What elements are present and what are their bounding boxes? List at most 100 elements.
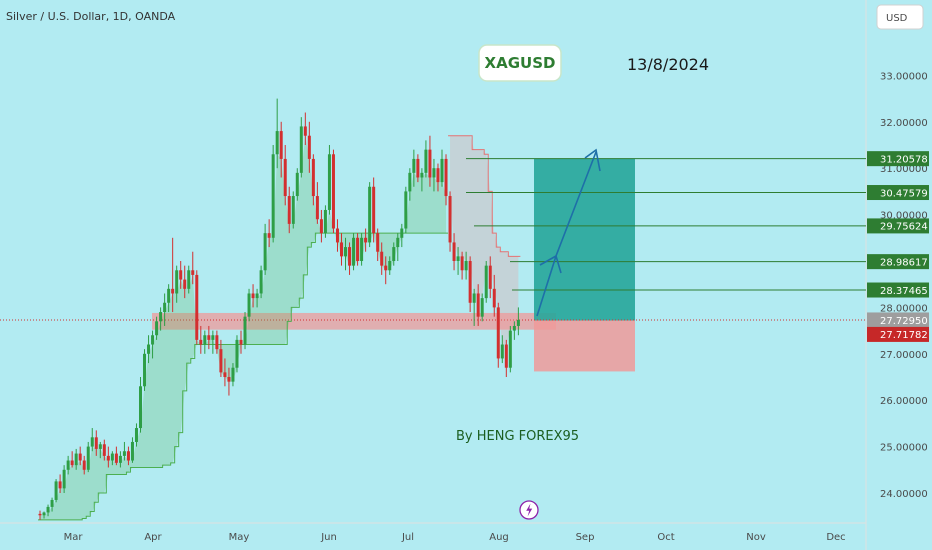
candle xyxy=(187,265,191,294)
candle xyxy=(155,316,159,340)
candle xyxy=(428,135,432,187)
ticker-label: XAGUSD xyxy=(485,54,556,72)
candle xyxy=(147,335,151,364)
candle xyxy=(143,349,147,391)
candle xyxy=(340,233,343,266)
candle xyxy=(139,377,142,433)
svg-text:30.47579: 30.47579 xyxy=(880,188,928,199)
target-lines xyxy=(466,158,866,291)
candle xyxy=(327,145,331,215)
candle xyxy=(167,284,171,313)
candle xyxy=(275,98,279,169)
author-note: By HENG FOREX95 xyxy=(456,429,579,444)
y-tick-label: 24.00000 xyxy=(880,489,928,500)
target-zone xyxy=(534,158,635,321)
forecast-arrow xyxy=(536,148,601,317)
candle xyxy=(163,293,167,326)
candle xyxy=(420,168,424,192)
candle xyxy=(331,149,335,234)
candle xyxy=(319,209,323,243)
candle xyxy=(512,321,516,340)
candle xyxy=(66,455,70,475)
x-tick-label: Sep xyxy=(576,532,595,543)
candle xyxy=(472,288,476,326)
lightning-icon[interactable] xyxy=(519,500,539,520)
candle xyxy=(159,307,163,331)
candle xyxy=(380,242,384,275)
candle xyxy=(408,168,412,201)
svg-text:27.72950: 27.72950 xyxy=(880,316,928,327)
y-tick-label: 28.00000 xyxy=(880,303,928,314)
candle xyxy=(50,497,54,512)
currency-button[interactable]: USD xyxy=(876,4,924,30)
candle xyxy=(54,479,58,503)
candle xyxy=(356,233,360,266)
candle xyxy=(130,437,134,463)
candle xyxy=(456,247,460,275)
svg-text:29.75624: 29.75624 xyxy=(880,222,928,233)
candle xyxy=(102,439,106,461)
candle xyxy=(392,242,396,266)
candle xyxy=(307,121,311,173)
candle xyxy=(400,223,404,248)
candle xyxy=(480,293,484,322)
candle xyxy=(492,274,496,317)
candle xyxy=(452,233,456,271)
candle xyxy=(372,177,376,243)
candle xyxy=(440,149,444,187)
candle xyxy=(219,339,223,377)
candle xyxy=(134,423,138,447)
candle xyxy=(279,121,283,178)
candle xyxy=(291,191,295,229)
forecast-arrow-head xyxy=(584,148,601,172)
candle xyxy=(126,446,130,466)
candle xyxy=(412,149,416,187)
candle xyxy=(283,145,287,206)
candle xyxy=(239,330,243,354)
candle xyxy=(448,191,452,252)
candle xyxy=(179,261,183,289)
candle xyxy=(335,219,339,252)
candle xyxy=(114,446,118,466)
trail-line-down xyxy=(448,135,521,257)
candle xyxy=(364,228,368,252)
candle xyxy=(432,158,436,192)
y-tick-label: 31.00000 xyxy=(880,164,928,175)
candle xyxy=(424,140,428,178)
candle xyxy=(203,330,207,354)
x-tick-label: Nov xyxy=(746,532,766,543)
candle xyxy=(243,312,247,350)
x-tick-label: Mar xyxy=(64,532,84,543)
trade-zones xyxy=(0,158,866,372)
candle xyxy=(476,284,480,326)
candle xyxy=(199,325,203,354)
currency-button-frame xyxy=(876,4,924,30)
candle xyxy=(62,465,66,493)
candle xyxy=(175,265,179,303)
candle xyxy=(396,233,400,261)
candle xyxy=(171,237,175,313)
x-tick-label: Apr xyxy=(144,532,162,543)
price-badges: 28.37465 28.98617 29.75624 30.47579 31.20578… xyxy=(867,151,929,342)
time-axis[interactable]: Mar Apr May Jun Jul Aug Sep Oct Nov Dec xyxy=(64,532,846,543)
candle xyxy=(183,265,187,299)
y-tick-label: 26.00000 xyxy=(880,396,928,407)
candle xyxy=(191,251,195,285)
candle xyxy=(295,168,299,201)
candle xyxy=(360,233,364,266)
candle xyxy=(299,117,303,178)
candle xyxy=(247,288,251,322)
candle xyxy=(323,205,327,238)
candle xyxy=(468,256,472,313)
candle xyxy=(376,228,380,261)
candle xyxy=(106,446,110,468)
candle xyxy=(460,251,464,280)
candle xyxy=(311,154,315,206)
candle xyxy=(231,363,235,387)
candle xyxy=(508,325,512,373)
trail-fill-down xyxy=(450,135,519,345)
candle xyxy=(500,335,504,364)
candle xyxy=(464,251,468,280)
target-price-badge: 31.20578 xyxy=(867,151,929,167)
